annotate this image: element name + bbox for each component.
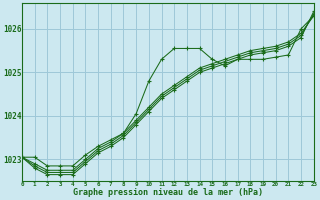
X-axis label: Graphe pression niveau de la mer (hPa): Graphe pression niveau de la mer (hPa) — [73, 188, 263, 197]
